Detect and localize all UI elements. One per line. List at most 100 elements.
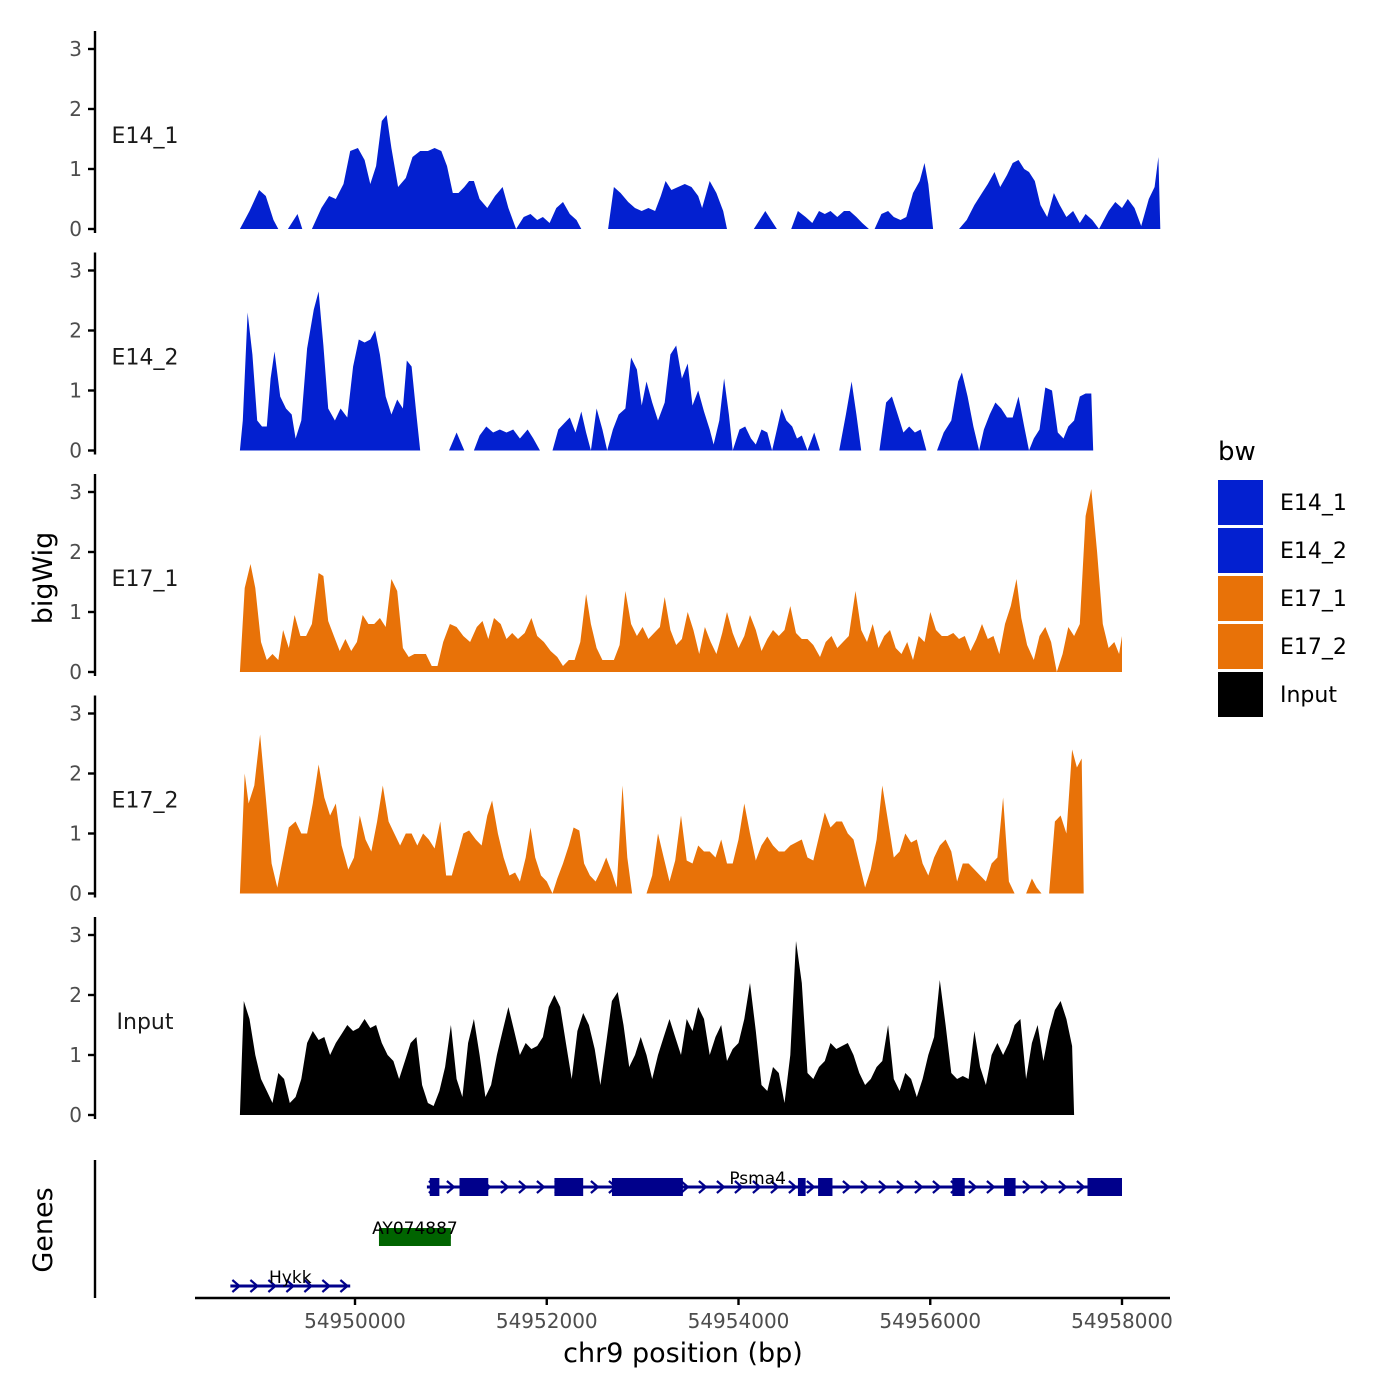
y-tick-label: 3 bbox=[69, 37, 82, 61]
coverage-area-E14_1 bbox=[239, 115, 1161, 229]
legend: bw E14_1 E14_2 E17_1 E17_2 Input bbox=[1218, 437, 1347, 717]
strand-chevron bbox=[231, 1279, 242, 1293]
gene-exon bbox=[1087, 1178, 1122, 1196]
strand-chevron bbox=[1058, 1180, 1068, 1194]
y-tick-label: 2 bbox=[69, 983, 82, 1007]
y-tick-label: 2 bbox=[69, 762, 82, 786]
y-tick-label: 0 bbox=[69, 217, 82, 241]
gene-exon bbox=[378, 1228, 451, 1246]
strand-chevron bbox=[788, 1180, 798, 1194]
strand-chevron bbox=[446, 1180, 456, 1194]
legend-swatch-Input bbox=[1218, 672, 1263, 717]
strand-chevron bbox=[932, 1180, 942, 1194]
strand-chevron bbox=[285, 1279, 296, 1293]
x-tick-label: 54950000 bbox=[304, 1309, 406, 1333]
y-tick-label: 0 bbox=[69, 439, 82, 463]
strand-chevron bbox=[986, 1180, 996, 1194]
strand-chevron bbox=[734, 1180, 744, 1194]
strand-chevron bbox=[590, 1180, 600, 1194]
strand-chevron bbox=[267, 1279, 278, 1293]
coverage-area-E17_1 bbox=[239, 489, 1122, 672]
x-tick-label: 54958000 bbox=[1071, 1309, 1173, 1333]
y-tick-label: 2 bbox=[69, 319, 82, 343]
strand-chevron bbox=[860, 1180, 870, 1194]
coverage-area-E14_2 bbox=[239, 291, 1094, 451]
y-tick-label: 0 bbox=[69, 882, 82, 906]
track-E17_1: 0 1 2 3 E17_1 bbox=[69, 474, 1122, 684]
gene-exon bbox=[952, 1178, 965, 1196]
gene-annotation-panel: Psma4 AY074887 Hykk bbox=[93, 1160, 1122, 1298]
y-tick-label: 2 bbox=[69, 97, 82, 121]
strand-chevron bbox=[1076, 1180, 1086, 1194]
strand-chevron bbox=[878, 1180, 888, 1194]
legend-label-E14_1: E14_1 bbox=[1280, 491, 1347, 516]
strand-chevron bbox=[842, 1180, 852, 1194]
strand-chevron bbox=[321, 1279, 332, 1293]
y-tick-label: 3 bbox=[69, 480, 82, 504]
legend-title: bw bbox=[1218, 437, 1256, 467]
y-tick-label: 1 bbox=[69, 1043, 82, 1067]
gene-Hykk: Hykk bbox=[230, 1268, 351, 1293]
legend-label-E17_1: E17_1 bbox=[1280, 587, 1347, 612]
strand-chevron bbox=[1022, 1180, 1032, 1194]
strand-chevron bbox=[896, 1180, 906, 1194]
strand-chevron bbox=[518, 1180, 528, 1194]
strand-chevron bbox=[698, 1180, 708, 1194]
gene-exon bbox=[459, 1178, 489, 1196]
legend-label-Input: Input bbox=[1280, 683, 1337, 708]
legend-swatch-E17_1 bbox=[1218, 576, 1263, 621]
strand-chevron bbox=[339, 1279, 350, 1293]
strand-chevron bbox=[716, 1180, 726, 1194]
coverage-area-Input bbox=[239, 941, 1075, 1115]
y-tick-label: 1 bbox=[69, 379, 82, 403]
y-tick-label: 1 bbox=[69, 157, 82, 181]
strand-chevron bbox=[770, 1180, 780, 1194]
gene-exon bbox=[429, 1178, 440, 1196]
strand-chevron bbox=[968, 1180, 978, 1194]
strand-chevron bbox=[303, 1279, 314, 1293]
strand-chevron bbox=[752, 1180, 762, 1194]
gene-Psma4: Psma4 bbox=[426, 1169, 1122, 1196]
x-tick-label: 54954000 bbox=[688, 1309, 790, 1333]
gene-name-Hykk: Hykk bbox=[269, 1268, 312, 1288]
track-label-E14_2: E14_2 bbox=[112, 346, 179, 371]
track-Input: 0 1 2 3 Input bbox=[69, 917, 1075, 1127]
track-label-E14_1: E14_1 bbox=[112, 124, 179, 149]
x-tick-label: 54952000 bbox=[496, 1309, 598, 1333]
track-label-E17_1: E17_1 bbox=[112, 567, 179, 592]
track-E14_1: 0 1 2 3 E14_1 bbox=[69, 31, 1161, 241]
gene-exon bbox=[554, 1178, 584, 1196]
strand-chevron bbox=[680, 1180, 690, 1194]
gene-name-AY074887: AY074887 bbox=[372, 1219, 458, 1239]
x-axis-title: chr9 position (bp) bbox=[563, 1338, 803, 1369]
strand-chevron bbox=[500, 1180, 510, 1194]
x-tick-label: 54956000 bbox=[879, 1309, 981, 1333]
legend-swatch-E17_2 bbox=[1218, 624, 1263, 669]
y-tick-label: 3 bbox=[69, 702, 82, 726]
strand-chevron bbox=[806, 1180, 816, 1194]
coverage-tracks: 0 1 2 3 E14_1 0 1 2 3 E14_2 0 1 2 3 E17_1 0 1 2 3 E17_2 0 1 2 3… bbox=[69, 31, 1161, 1127]
legend-swatch-E14_2 bbox=[1218, 528, 1263, 573]
track-E17_2: 0 1 2 3 E17_2 bbox=[69, 695, 1084, 906]
track-label-Input: Input bbox=[117, 1010, 174, 1035]
y-tick-label: 2 bbox=[69, 540, 82, 564]
gene-exon bbox=[797, 1178, 806, 1196]
y-tick-label: 0 bbox=[69, 1103, 82, 1127]
x-axis: 54950000 54952000 54954000 54956000 54958000 bbox=[195, 1296, 1173, 1333]
y-tick-label: 1 bbox=[69, 822, 82, 846]
track-E14_2: 0 1 2 3 E14_2 bbox=[69, 252, 1094, 463]
y-axis-title-genes: Genes bbox=[28, 1187, 59, 1272]
y-axis-title-bigwig: bigWig bbox=[28, 532, 59, 625]
gene-name-Psma4: Psma4 bbox=[729, 1169, 786, 1189]
coverage-area-E17_2 bbox=[239, 734, 1084, 894]
gene-AY074887: AY074887 bbox=[372, 1219, 458, 1246]
gene-exon bbox=[611, 1178, 683, 1196]
y-tick-label: 1 bbox=[69, 600, 82, 624]
strand-chevron bbox=[249, 1279, 260, 1293]
legend-label-E14_2: E14_2 bbox=[1280, 539, 1347, 564]
y-tick-label: 0 bbox=[69, 660, 82, 684]
track-label-E17_2: E17_2 bbox=[112, 789, 179, 814]
legend-label-E17_2: E17_2 bbox=[1280, 635, 1347, 660]
y-tick-label: 3 bbox=[69, 923, 82, 947]
